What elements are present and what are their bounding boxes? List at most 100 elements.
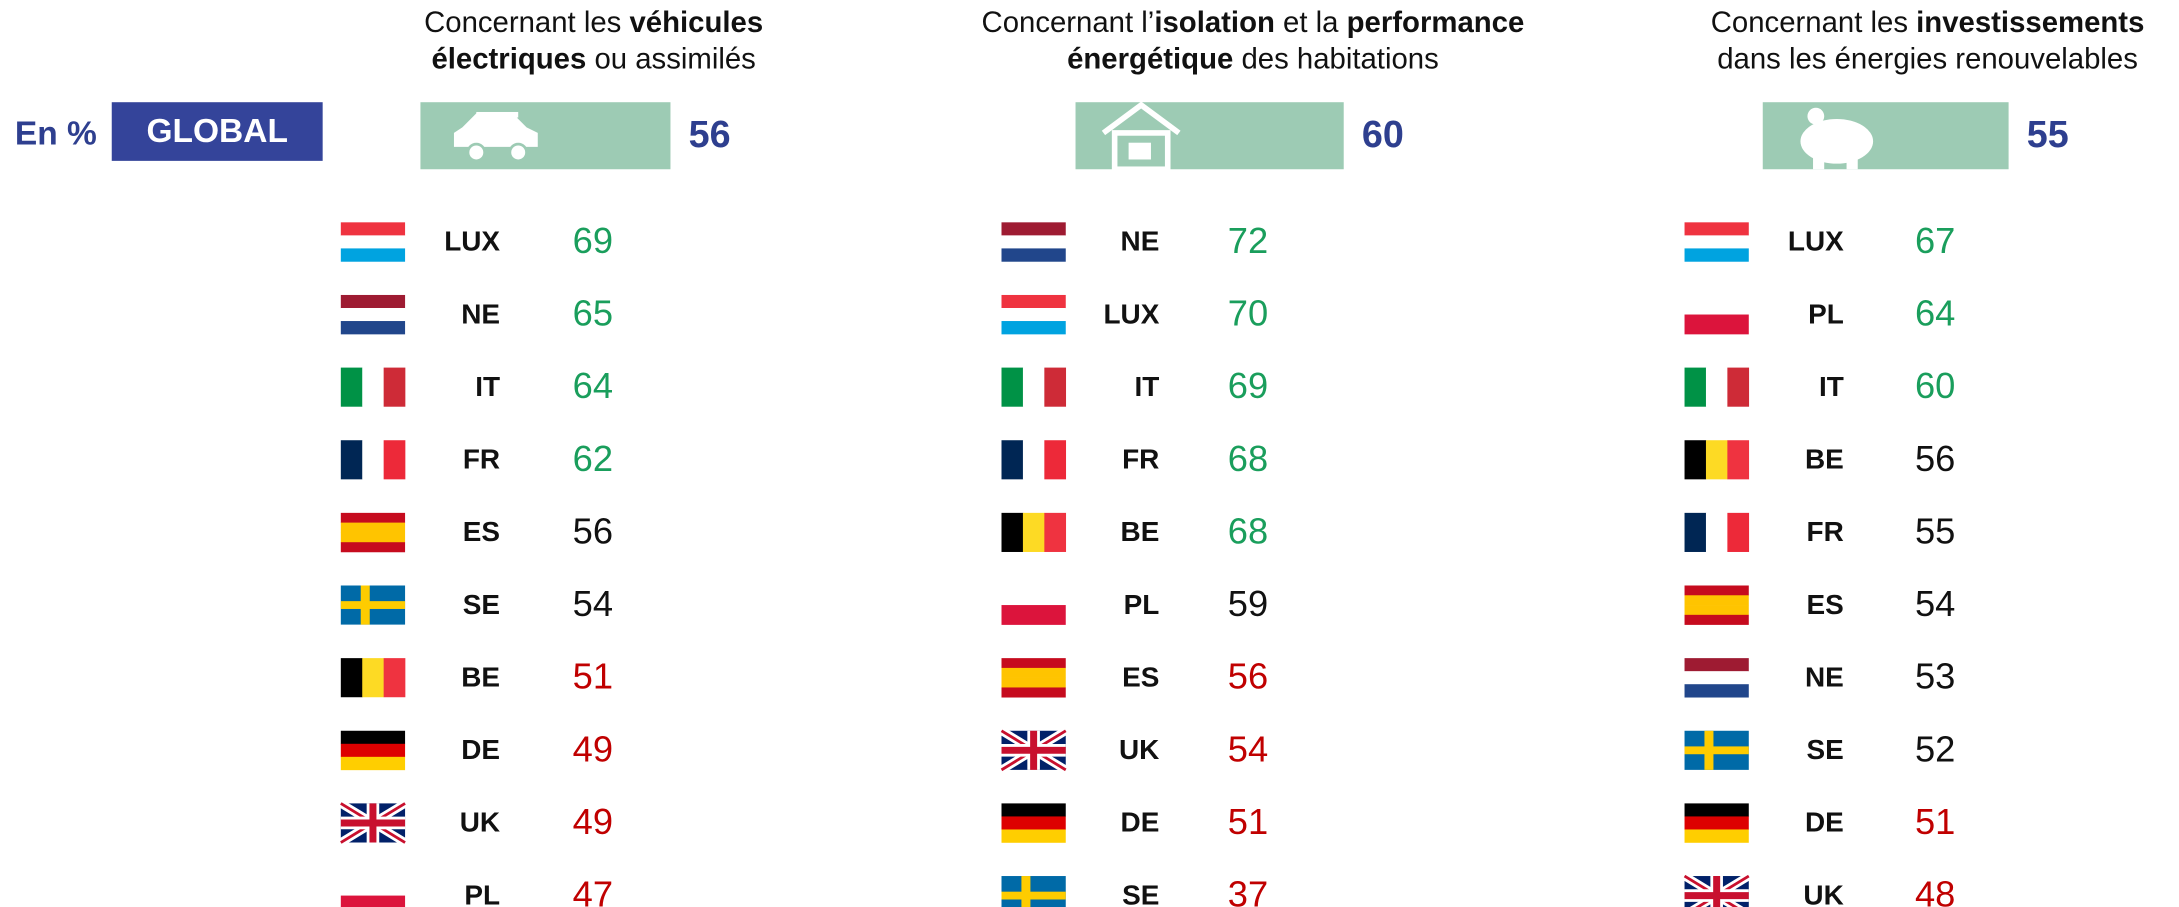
flag (1684, 512, 1750, 552)
flag (1001, 876, 1066, 907)
country-value: 72 (1228, 220, 1268, 261)
flag-stripe (1684, 816, 1749, 830)
flag-stripe (1022, 440, 1045, 480)
country-value: 59 (1228, 583, 1268, 624)
flag (1684, 367, 1750, 407)
flag-cross (1684, 746, 1749, 755)
flag-stripe (1684, 684, 1749, 698)
flag (340, 876, 406, 907)
flag-stripe (340, 730, 406, 745)
flag-stripe (1001, 667, 1066, 678)
panel: Concernant l’isolation et la performance… (982, 6, 1524, 907)
country-code: DE (461, 734, 500, 765)
panel-title: électriques ou assimilés (431, 42, 755, 75)
country-code: FR (1122, 444, 1159, 475)
icon (1807, 107, 1825, 125)
country-value: 54 (573, 583, 613, 624)
country-code: IT (475, 371, 500, 402)
flag (1001, 294, 1066, 335)
country-code: ES (463, 516, 500, 547)
country-code: LUX (1103, 298, 1159, 329)
title-segment: dans les énergies renouvelables (1717, 42, 2138, 75)
country-code: DE (1805, 807, 1844, 838)
icon (1800, 118, 1874, 164)
country-code: UK (1803, 879, 1843, 907)
icon (1111, 130, 1171, 173)
flag (1684, 294, 1749, 335)
global-value: 56 (689, 113, 731, 155)
country-value: 69 (573, 220, 613, 261)
flag-stripe (1022, 512, 1045, 552)
country-value: 65 (573, 293, 613, 334)
flag-stripe (340, 522, 406, 533)
flag (1682, 872, 1751, 907)
icon (466, 142, 487, 163)
country-value: 69 (1228, 365, 1268, 406)
country-code: ES (1122, 661, 1159, 692)
panel-title: énergétique des habitations (1067, 42, 1439, 75)
flag (340, 585, 406, 625)
country-code: DE (1121, 807, 1160, 838)
flag-stripe (1705, 440, 1728, 480)
flag (999, 727, 1068, 774)
global-value: 55 (2027, 113, 2069, 155)
flag-stripe (1684, 671, 1749, 685)
flag-stripe (383, 367, 406, 407)
flag-stripe (1684, 605, 1749, 616)
country-value: 54 (1915, 583, 1955, 624)
country-code: LUX (1788, 226, 1844, 257)
flag (1001, 658, 1066, 698)
flag-stripe (1001, 294, 1066, 309)
icon (476, 111, 519, 118)
flag (338, 799, 408, 847)
flag-stripe (1684, 367, 1707, 407)
flag-stripe (1684, 248, 1749, 262)
country-value: 68 (1228, 510, 1268, 551)
flag-cross (1684, 876, 1749, 907)
flag-stripe (1001, 222, 1066, 236)
flag (1001, 440, 1067, 480)
flag-stripe (1001, 687, 1066, 698)
flag-stripe (1684, 235, 1749, 249)
flag-stripe (1684, 314, 1749, 335)
icon-box (1762, 102, 2009, 170)
flag-stripe (1684, 614, 1749, 625)
country-value: 64 (1915, 293, 1955, 334)
country-code: BE (1805, 444, 1844, 475)
flag-stripe (1727, 367, 1750, 407)
global-box (111, 102, 323, 161)
panel-title: Concernant les véhicules (424, 6, 763, 39)
country-code: NE (461, 298, 500, 329)
flag-stripe (1001, 321, 1066, 335)
flag-stripe (1705, 512, 1728, 552)
country-code: ES (1807, 589, 1844, 620)
flag (1001, 512, 1067, 552)
flag-stripe (340, 658, 363, 698)
flag-stripe (1684, 658, 1749, 672)
title-segment: énergétique (1067, 42, 1233, 75)
country-code: PL (464, 879, 500, 907)
country-code: FR (1807, 516, 1844, 547)
flag-stripe (1001, 658, 1066, 669)
flag-stripe (340, 512, 406, 523)
country-code: SE (1807, 734, 1844, 765)
country-value: 62 (573, 438, 613, 479)
country-value: 52 (1915, 728, 1955, 769)
flag-stripe (1727, 512, 1750, 552)
unit-label: En % (15, 116, 97, 153)
flag-stripe (340, 321, 406, 335)
flag (340, 367, 406, 407)
flag-stripe (362, 367, 384, 407)
flag-stripe (362, 658, 384, 698)
icon (508, 142, 528, 163)
flag-stripe (1684, 595, 1749, 606)
country-code: NE (1121, 226, 1160, 257)
flag (340, 730, 406, 771)
country-value: 51 (573, 656, 613, 697)
flag-stripe (1001, 440, 1024, 480)
flag (1684, 658, 1749, 698)
country-value: 67 (1915, 220, 1955, 261)
country-code: NE (1805, 661, 1844, 692)
country-value: 47 (573, 874, 613, 907)
